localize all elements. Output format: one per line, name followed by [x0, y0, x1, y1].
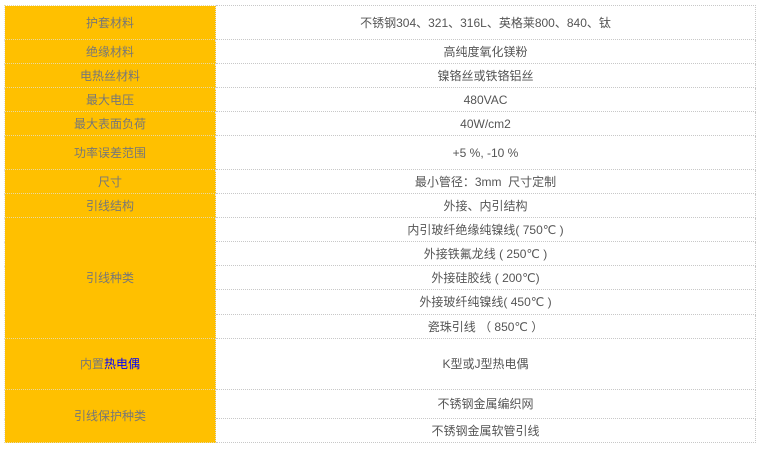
thermocouple-label-prefix: 内置: [79, 357, 104, 371]
table-row: 外接铁氟龙线 ( 250℃ ): [5, 241, 756, 266]
spec-table: 护套材料 不锈钢304、321、316L、英格莱800、840、钛 绝缘材料 高纯度…: [4, 5, 756, 443]
thermocouple-value: K型或J型热电偶: [215, 338, 756, 390]
lead-type-value: 外接铁氟龙线 ( 250℃ ): [215, 241, 756, 266]
lead-type-value: 内引玻纤绝缘纯镍线( 750℃ ): [215, 217, 756, 242]
table-row: 绝缘材料 高纯度氧化镁粉: [4, 39, 756, 64]
row-label: 功率误差范围: [4, 135, 216, 170]
row-label: 尺寸: [4, 169, 216, 194]
table-row: 内置热电偶 K型或J型热电偶: [4, 338, 756, 390]
row-label: 电热丝材料: [4, 63, 216, 88]
row-label: 护套材料: [4, 5, 216, 40]
row-label: 最大表面负荷: [4, 111, 216, 136]
thermocouple-label: 内置热电偶: [4, 338, 216, 390]
row-value: 不锈钢304、321、316L、英格莱800、840、钛: [215, 5, 756, 40]
lead-types-label: 引线种类: [4, 217, 216, 339]
lead-type-value: 外接硅胶线 ( 200℃): [215, 265, 756, 290]
table-row: 瓷珠引线 （ 850℃ ）: [5, 314, 756, 339]
row-label: 引线结构: [4, 193, 216, 218]
table-row: 引线结构 外接、内引结构: [4, 193, 756, 218]
table-row: 引线保护种类 不锈钢金属编织网: [4, 389, 756, 443]
row-label: 最大电压: [4, 87, 216, 112]
row-value: 最小管径：3mm 尺寸定制: [215, 169, 756, 194]
table-row: 功率误差范围 +5 %, -10 %: [4, 135, 756, 170]
row-value: +5 %, -10 %: [215, 135, 756, 170]
row-value: 外接、内引结构: [215, 193, 756, 218]
lead-protection-value: 不锈钢金属编织网: [215, 389, 756, 419]
thermocouple-link[interactable]: 热电偶: [104, 357, 141, 371]
lead-type-value: 瓷珠引线 （ 850℃ ）: [215, 314, 756, 339]
table-row: 最大表面负荷 40W/cm2: [4, 111, 756, 136]
lead-protection-value: 不锈钢金属软管引线: [215, 418, 756, 443]
table-row: 最大电压 480VAC: [4, 87, 756, 112]
table-row: 电热丝材料 镍铬丝或铁铬铝丝: [4, 63, 756, 88]
row-value: 480VAC: [215, 87, 756, 112]
lead-protection-label: 引线保护种类: [4, 389, 216, 443]
row-value: 高纯度氧化镁粉: [215, 39, 756, 64]
table-row: 引线种类 内引玻纤绝缘纯镍线( 750℃ ): [4, 217, 756, 339]
table-row: 护套材料 不锈钢304、321、316L、英格莱800、840、钛: [4, 5, 756, 40]
row-label: 绝缘材料: [4, 39, 216, 64]
lead-type-value: 外接玻纤纯镍线( 450℃ ): [215, 289, 756, 315]
table-row: 尺寸 最小管径：3mm 尺寸定制: [4, 169, 756, 194]
row-value: 镍铬丝或铁铬铝丝: [215, 63, 756, 88]
table-row: 不锈钢金属软管引线: [5, 418, 756, 443]
row-value: 40W/cm2: [215, 111, 756, 136]
